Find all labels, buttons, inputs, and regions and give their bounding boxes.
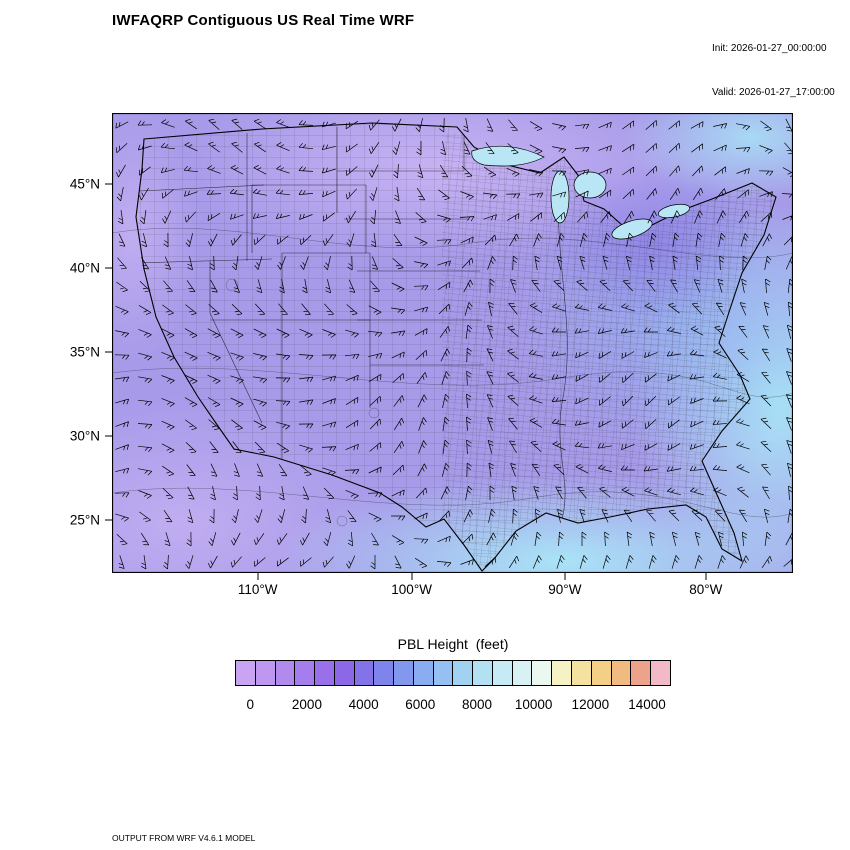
lon-tick-label: 90°W [548,582,582,597]
lat-tick-mark [105,519,112,521]
colorbar-swatch [473,661,493,685]
colorbar-tick-label: 2000 [291,697,322,712]
colorbar-swatch [433,661,454,685]
lon-tick-mark [705,573,707,580]
colorbar-swatch [651,661,670,685]
colorbar-swatch [631,661,652,685]
colorbar-swatch [591,661,612,685]
pbl-contours [112,228,793,527]
lon-tick-mark [257,573,259,580]
lat-tick-label: 40°N [69,260,100,276]
colorbar-swatch [354,661,375,685]
colorbar-tick-label: 10000 [514,697,553,712]
lon-tick-mark [564,573,566,580]
lat-tick-mark [105,267,112,269]
wind-barbs [114,117,793,570]
lon-tick-label: 110°W [237,582,278,597]
lat-tick-mark [105,435,112,437]
colorbar-swatch [532,661,553,685]
colorbar-tick-label: 14000 [628,697,666,712]
colorbar-swatch [572,661,592,685]
great-lakes [471,145,691,240]
wind-barbs-layer [114,117,793,570]
colorbar-swatch [611,661,632,685]
lat-tick-label: 30°N [69,428,100,444]
colorbar-swatch [552,661,573,685]
valid-time: Valid: 2026-01-27_17:00:00 [712,86,835,98]
lon-tick-label: 100°W [391,582,432,597]
colorbar [235,660,671,686]
footer-model-line: OUTPUT FROM WRF V4.6.1 MODEL [112,833,256,844]
weather-map [112,113,793,573]
colorbar-title: PBL Height (feet) [397,636,509,652]
map-frame [112,113,793,573]
colorbar-tick-label: 6000 [405,697,436,712]
colorbar-swatch [315,661,335,685]
colorbar-swatch [236,661,256,685]
footer-block: OUTPUT FROM WRF V4.6.1 MODEL WE = 580 ; … [112,806,446,850]
map-layers [112,113,793,573]
lat-tick-mark [105,351,112,353]
colorbar-ticks: 0 2000 4000 6000 8000 10000 12000 14000 [235,697,671,715]
colorbar-swatch [255,661,276,685]
colorbar-swatch [334,661,355,685]
colorbar-swatch [512,661,533,685]
colorbar-tick-label: 8000 [461,697,492,712]
colorbar-tick-label: 4000 [348,697,379,712]
colorbar-swatch [492,661,513,685]
colorbar-swatch [413,661,434,685]
colorbar-swatch [394,661,414,685]
lat-tick-label: 35°N [69,344,100,360]
run-times-block: Init: 2026-01-27_00:00:00 Valid: 2026-01… [712,13,835,129]
colorbar-tick-label: 12000 [571,697,610,712]
plot-title: IWFAQRP Contiguous US Real Time WRF [112,12,415,29]
colorbar-swatch [275,661,296,685]
colorbar-swatch [295,661,316,685]
lon-tick-mark [411,573,413,580]
lat-tick-mark [105,183,112,185]
map-area: 45°N 40°N 35°N 30°N 25°N 110°W 100°W 90°W 80°W [70,113,793,597]
init-time: Init: 2026-01-27_00:00:00 [712,43,827,54]
colorbar-swatch [453,661,474,685]
state-borders [136,127,568,520]
lat-tick-label: 25°N [69,512,100,528]
lon-tick-label: 80°W [689,582,723,597]
colorbar-tick-label: 0 [246,697,255,712]
colorbar-swatch [374,661,395,685]
lat-tick-label: 45°N [69,176,100,192]
